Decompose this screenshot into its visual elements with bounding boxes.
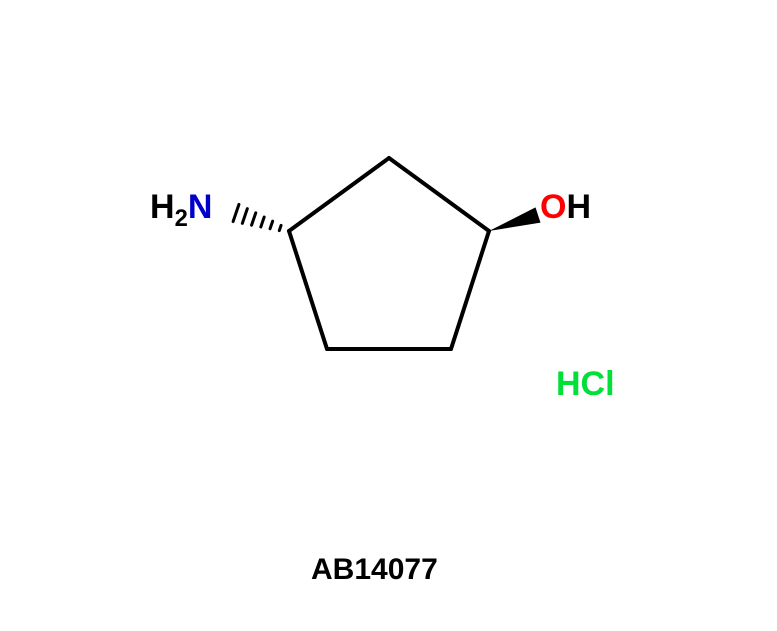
hcl-label: HCl (556, 365, 615, 404)
amine-label: H2N (150, 188, 212, 233)
amine-N: N (188, 188, 213, 226)
product-code: AB14077 (311, 553, 438, 587)
hydroxyl-O: O (540, 188, 566, 226)
amine-H: H (150, 188, 175, 226)
hydroxyl-H: H (566, 188, 591, 226)
hydroxyl-label: OH (540, 188, 591, 227)
chemical-structure-figure: H2N OH HCl AB14077 (0, 0, 777, 631)
molecule-svg (0, 0, 777, 631)
amine-subscript: 2 (175, 205, 188, 232)
